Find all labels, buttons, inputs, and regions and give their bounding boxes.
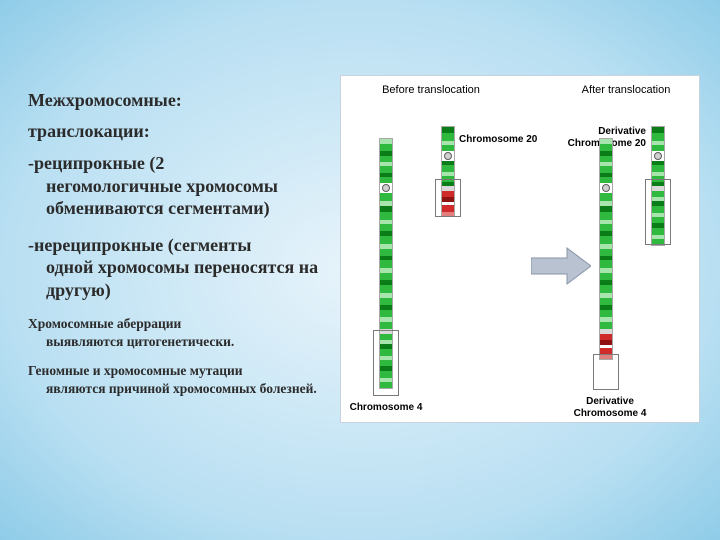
band (600, 260, 612, 268)
band (380, 212, 392, 220)
band (600, 273, 612, 280)
band (442, 133, 454, 141)
label-chr20: Chromosome 20 (459, 134, 549, 145)
label-der20-a: Derivative (566, 126, 646, 137)
band (600, 285, 612, 293)
band (600, 193, 612, 201)
band (600, 166, 612, 173)
band (380, 260, 392, 268)
note-aberrations-rest: выявляются цитогенетически. (28, 333, 328, 351)
translocation-figure: Before translocation After translocation… (340, 75, 700, 423)
swap-box-1 (373, 330, 399, 396)
label-der4-b: Chromosome 4 (565, 408, 655, 419)
band (652, 165, 664, 172)
band (380, 144, 392, 151)
band (380, 166, 392, 173)
label-before: Before translocation (361, 84, 501, 96)
band (600, 298, 612, 305)
band (652, 133, 664, 141)
label-after: After translocation (561, 84, 691, 96)
band (600, 144, 612, 151)
note-mutations-rest: являются причиной хромосомных болезней. (28, 380, 328, 398)
swap-box-2 (645, 179, 671, 245)
bullet-reciprocal: -реципрокные (2 негомологичные хромосомы… (28, 152, 328, 220)
band (442, 165, 454, 172)
note-aberrations-line1: Хромосомные аберрации (28, 316, 181, 331)
band (380, 322, 392, 329)
bullet-nonreciprocal-line1: -нереципрокные (сегменты (28, 235, 251, 255)
band (600, 322, 612, 329)
band (600, 212, 612, 220)
label-der4-a: Derivative (565, 396, 655, 407)
band (600, 310, 612, 317)
bullet-nonreciprocal-rest: одной хромосомы переносятся на другую) (28, 256, 328, 301)
bullet-reciprocal-rest: негомологичные хромосомы обмениваются се… (28, 175, 328, 220)
band (380, 273, 392, 280)
label-chr4: Chromosome 4 (341, 402, 431, 413)
band (380, 193, 392, 201)
band (600, 249, 612, 256)
note-aberrations: Хромосомные аберрации выявляются цитоген… (28, 315, 328, 350)
chromosome-der4_after (599, 138, 613, 360)
band (380, 249, 392, 256)
text-column: Межхромосомные: транслокации: -реципрокн… (28, 90, 328, 409)
bullet-nonreciprocal: -нереципрокные (сегменты одной хромосомы… (28, 234, 328, 302)
bullet-reciprocal-line1: -реципрокные (2 (28, 153, 164, 173)
note-mutations: Геномные и хромосомные мутации являются … (28, 362, 328, 397)
band (442, 151, 454, 161)
band (380, 285, 392, 293)
swap-box-0 (435, 179, 461, 217)
band (380, 183, 392, 193)
band (380, 224, 392, 231)
band (652, 151, 664, 161)
band (600, 236, 612, 244)
band (380, 236, 392, 244)
band (600, 183, 612, 193)
band (600, 224, 612, 231)
subheading: транслокации: (28, 121, 328, 142)
swap-box-3 (593, 354, 619, 390)
heading: Межхромосомные: (28, 90, 328, 111)
band (380, 310, 392, 317)
arrow-icon (531, 246, 591, 286)
band (380, 298, 392, 305)
note-mutations-line1: Геномные и хромосомные мутации (28, 363, 243, 378)
